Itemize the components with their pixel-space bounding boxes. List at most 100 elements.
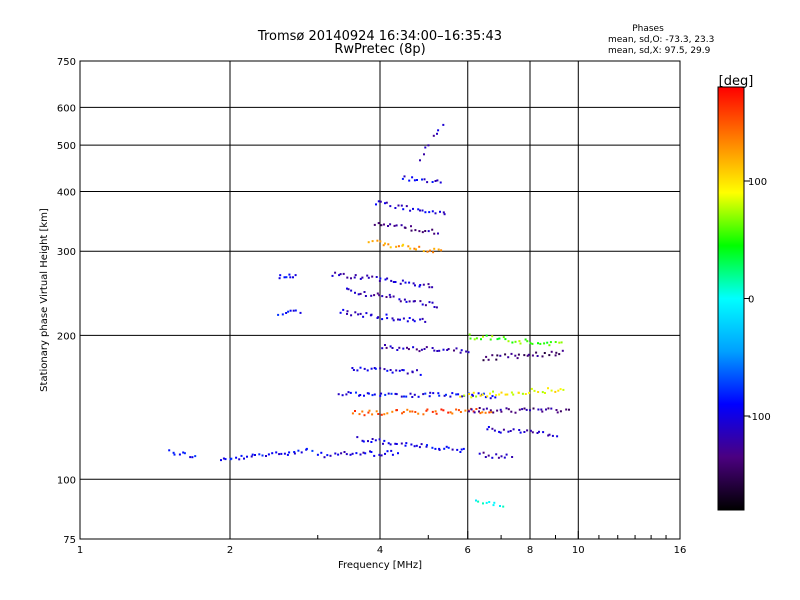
echo-point	[347, 391, 350, 394]
echo-point	[432, 392, 435, 395]
echo-point	[477, 392, 480, 395]
echo-point	[511, 341, 514, 344]
echo-point	[366, 392, 369, 395]
echo-point	[531, 354, 534, 357]
echo-point	[378, 280, 381, 282]
echo-point	[329, 454, 332, 457]
echo-point	[554, 390, 557, 393]
echo-point	[556, 411, 559, 414]
echo-point	[475, 395, 478, 398]
y-tick-label: 600	[57, 103, 76, 114]
echo-point	[512, 393, 515, 396]
echo-point	[363, 414, 366, 417]
echo-point	[455, 408, 458, 411]
echo-point	[396, 349, 399, 351]
echo-point	[402, 243, 405, 246]
echo-point	[421, 303, 424, 306]
echo-point	[468, 393, 471, 395]
echo-point	[413, 247, 416, 250]
echo-point	[254, 454, 256, 456]
echo-point	[365, 312, 368, 315]
echo-point	[523, 407, 526, 410]
echo-point	[277, 313, 280, 316]
echo-point	[510, 410, 513, 413]
echo-point	[411, 396, 414, 398]
echo-point	[554, 354, 557, 357]
echo-point	[493, 501, 496, 504]
y-axis-label: Stationary phase Virtual Height [km]	[39, 208, 50, 392]
echo-point	[443, 447, 446, 450]
echo-point	[400, 395, 403, 398]
echo-point	[351, 367, 354, 369]
x-tick-label: 4	[377, 545, 383, 556]
echo-point	[346, 312, 348, 315]
echo-point	[440, 249, 443, 252]
echo-point	[491, 427, 494, 430]
echo-point	[507, 408, 510, 411]
echo-point	[334, 271, 337, 274]
echo-point	[491, 456, 494, 459]
echo-point	[517, 353, 520, 356]
echo-point	[507, 340, 510, 343]
echo-point	[536, 432, 539, 434]
echo-point	[457, 393, 460, 396]
echo-point	[414, 284, 416, 287]
echo-point	[407, 245, 410, 248]
echo-point	[414, 411, 417, 413]
echo-point	[316, 453, 319, 456]
echo-point	[373, 223, 376, 226]
echo-point	[390, 392, 393, 395]
echo-point	[401, 279, 404, 282]
echo-point	[473, 411, 476, 414]
echo-point	[498, 337, 501, 340]
echo-point	[496, 354, 499, 357]
echo-point	[334, 452, 337, 455]
echo-point	[424, 392, 427, 395]
echo-point	[419, 300, 422, 303]
echo-point	[422, 413, 425, 416]
echo-point	[370, 441, 373, 443]
echo-point	[405, 442, 408, 445]
echo-point	[548, 344, 551, 347]
echo-point	[500, 455, 503, 458]
echo-point	[392, 281, 395, 283]
echo-point	[541, 355, 544, 358]
echo-point	[386, 450, 389, 453]
echo-point	[346, 276, 349, 279]
echo-point	[509, 430, 512, 432]
echo-point	[521, 408, 524, 411]
echo-point	[491, 354, 494, 357]
echo-point	[172, 451, 175, 454]
echo-point	[433, 349, 436, 352]
echo-point	[486, 428, 489, 431]
echo-point	[354, 410, 356, 412]
echo-point	[373, 294, 376, 297]
echo-point	[377, 222, 380, 225]
echo-point	[265, 455, 267, 457]
echo-point	[558, 341, 561, 344]
echo-point	[386, 317, 389, 320]
echo-point	[384, 344, 386, 346]
echo-point	[357, 313, 360, 316]
echo-point	[526, 340, 529, 343]
echo-point	[442, 348, 445, 351]
echo-point	[533, 389, 536, 392]
echo-point	[467, 351, 470, 354]
echo-point	[410, 229, 413, 232]
echo-point	[514, 411, 517, 414]
echo-point	[359, 394, 362, 396]
echo-point	[496, 338, 499, 341]
echo-point	[380, 454, 383, 457]
echo-point	[383, 439, 386, 442]
echo-point	[402, 411, 405, 413]
echo-point	[478, 407, 481, 409]
echo-point	[556, 435, 559, 438]
colorbar-tick-label: -100	[748, 412, 771, 423]
echo-point	[364, 452, 367, 455]
echo-point	[554, 341, 557, 343]
echo-point	[379, 240, 382, 243]
echo-point	[384, 278, 387, 281]
echo-point	[471, 394, 474, 397]
echo-point	[499, 431, 502, 434]
echo-point	[537, 408, 540, 411]
